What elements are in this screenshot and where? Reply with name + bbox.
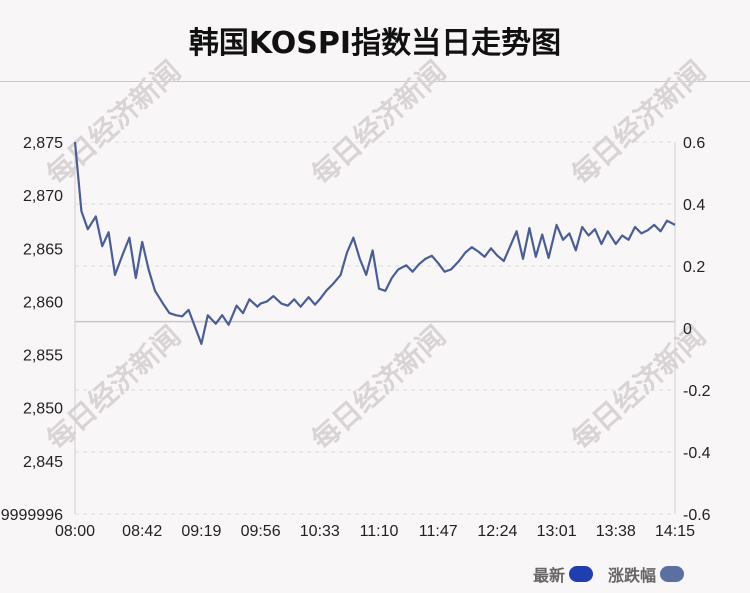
left-tick-label: 2,855	[23, 348, 63, 365]
x-tick-label: 10:33	[300, 523, 340, 540]
right-tick-label: 0	[683, 321, 692, 338]
left-axis-ticks: 2,875 2,870 2,865 2,860 2,855 2,850 2,845 99999…	[1, 135, 63, 524]
chart-title: 韩国KOSPI指数当日走势图	[188, 26, 562, 61]
legend-swatch-latest	[569, 566, 594, 582]
right-tick-label: -0.6	[683, 507, 711, 524]
series-line-latest	[73, 141, 676, 345]
right-tick-label: 0.2	[683, 259, 705, 276]
legend-swatch-change	[660, 566, 685, 582]
right-tick-label: 0.6	[683, 135, 705, 152]
left-tick-label: 9999996	[1, 507, 63, 524]
legend-item-change[interactable]: 涨跌幅	[608, 563, 685, 585]
left-tick-label: 2,875	[23, 135, 63, 152]
left-tick-label: 2,870	[23, 188, 63, 205]
x-tick-label: 13:38	[596, 523, 636, 540]
right-tick-label: -0.2	[683, 383, 711, 400]
x-tick-label: 09:56	[241, 523, 281, 540]
x-tick-label: 09:19	[181, 523, 221, 540]
left-tick-label: 2,845	[23, 454, 63, 471]
x-tick-label: 14:15	[655, 523, 695, 540]
watermark-text: 每日经济新闻	[40, 319, 187, 456]
legend-label-latest: 最新	[533, 566, 566, 585]
right-axis-ticks: 0.6 0.4 0.2 0 -0.2 -0.4 -0.6	[683, 135, 711, 524]
legend-label-change: 涨跌幅	[608, 566, 657, 585]
right-tick-label: -0.4	[683, 445, 711, 462]
legend-item-latest[interactable]: 最新	[533, 563, 594, 585]
left-tick-label: 2,865	[23, 241, 63, 258]
x-tick-label: 08:00	[55, 523, 95, 540]
x-tick-label: 11:10	[360, 523, 399, 540]
x-tick-label: 12:24	[477, 523, 517, 540]
x-tick-label: 08:42	[122, 523, 162, 540]
right-tick-label: 0.4	[683, 197, 705, 214]
left-tick-label: 2,850	[23, 401, 63, 418]
x-tick-label: 11:47	[419, 523, 458, 540]
left-tick-label: 2,860	[23, 294, 63, 311]
watermark-text: 每日经济新闻	[40, 54, 187, 191]
x-tick-label: 13:01	[537, 523, 577, 540]
watermark-text: 每日经济新闻	[305, 319, 452, 456]
title-divider	[0, 81, 750, 82]
watermark-text: 每日经济新闻	[305, 54, 452, 191]
watermark-text: 每日经济新闻	[565, 54, 712, 191]
x-axis-ticks: 08:00 08:42 09:19 09:56 10:33 11:10 11:47 12:24…	[55, 523, 695, 540]
